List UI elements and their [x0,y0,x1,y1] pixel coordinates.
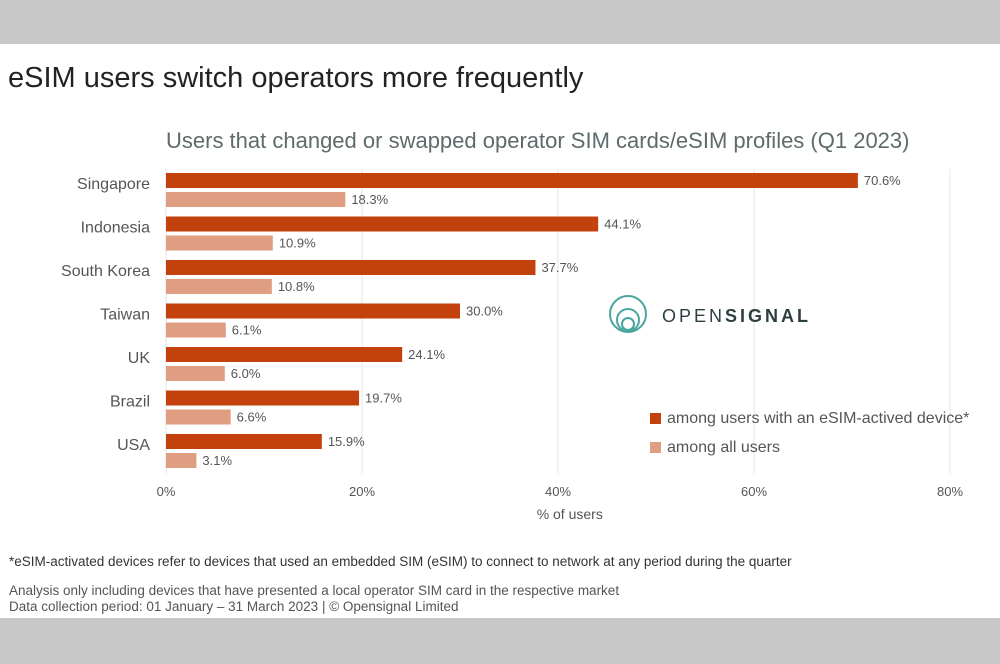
source-line-1: Analysis only including devices that hav… [9,583,620,598]
data-label: 18.3% [351,192,388,207]
opensignal-wordmark: OPENSIGNAL [662,306,811,327]
bar [166,434,322,449]
bar [166,260,536,275]
bar [166,409,231,425]
bar [166,235,273,251]
opensignal-logo-icon [609,295,647,333]
data-label: 6.6% [237,410,267,425]
bar [166,390,360,406]
category-label: South Korea [61,263,150,280]
bar [166,279,272,294]
source-line-2: Data collection period: 01 January – 31 … [9,599,459,614]
bar [166,192,346,207]
x-tick-label: 60% [741,484,767,499]
bar [166,366,225,381]
data-label: 19.7% [365,391,402,406]
category-label: UK [128,350,151,367]
chart-panel: eSIM users switch operators more frequen… [0,44,1000,618]
headline: eSIM users switch operators more frequen… [8,62,584,94]
data-label: 70.6% [864,173,901,188]
bar [166,347,403,362]
source-notes: Analysis only including devices that hav… [9,583,619,615]
bar [166,453,197,468]
legend-label-all: among all users [667,438,780,456]
legend-label-esim: among users with an eSIM-actived device* [667,409,970,427]
data-label: 30.0% [466,304,503,319]
x-tick-label: 20% [349,484,375,499]
category-label: USA [117,437,150,454]
bar-chart: 0% 20% 40% 60% 80% % of users Singapore 70.6% 18… [61,169,963,522]
bar [166,173,858,188]
bottom-band [0,618,1000,664]
x-tick-label: 40% [545,484,571,499]
data-label: 15.9% [328,434,365,449]
category-label: Brazil [110,394,150,411]
legend-swatch-esim [650,413,661,424]
top-band [0,0,1000,44]
data-label: 6.0% [231,366,261,381]
x-tick-label: 0% [157,484,176,499]
category-label: Singapore [77,176,150,193]
legend-item-esim: among users with an eSIM-actived device* [650,404,969,433]
footnote: *eSIM-activated devices refer to devices… [9,554,792,569]
data-label: 3.1% [202,453,232,468]
logo-light-text: OPEN [662,306,726,326]
x-tick-label: 80% [937,484,963,499]
x-axis-label: % of users [537,506,603,522]
category-label: Indonesia [81,220,150,237]
category-label: Taiwan [100,307,150,324]
bar [166,303,460,319]
data-label: 37.7% [541,260,578,275]
legend: among users with an eSIM-actived device*… [650,404,969,462]
data-label: 6.1% [232,323,262,338]
data-label: 44.1% [604,217,641,232]
data-label: 10.9% [279,236,316,251]
legend-item-all: among all users [650,433,969,462]
chart-title: Users that changed or swapped operator S… [166,128,910,153]
bar [166,322,226,338]
data-label: 24.1% [408,347,445,362]
bar [166,216,599,232]
logo-bold-text: SIGNAL [725,306,812,326]
data-label: 10.8% [278,279,315,294]
legend-swatch-all [650,442,661,453]
